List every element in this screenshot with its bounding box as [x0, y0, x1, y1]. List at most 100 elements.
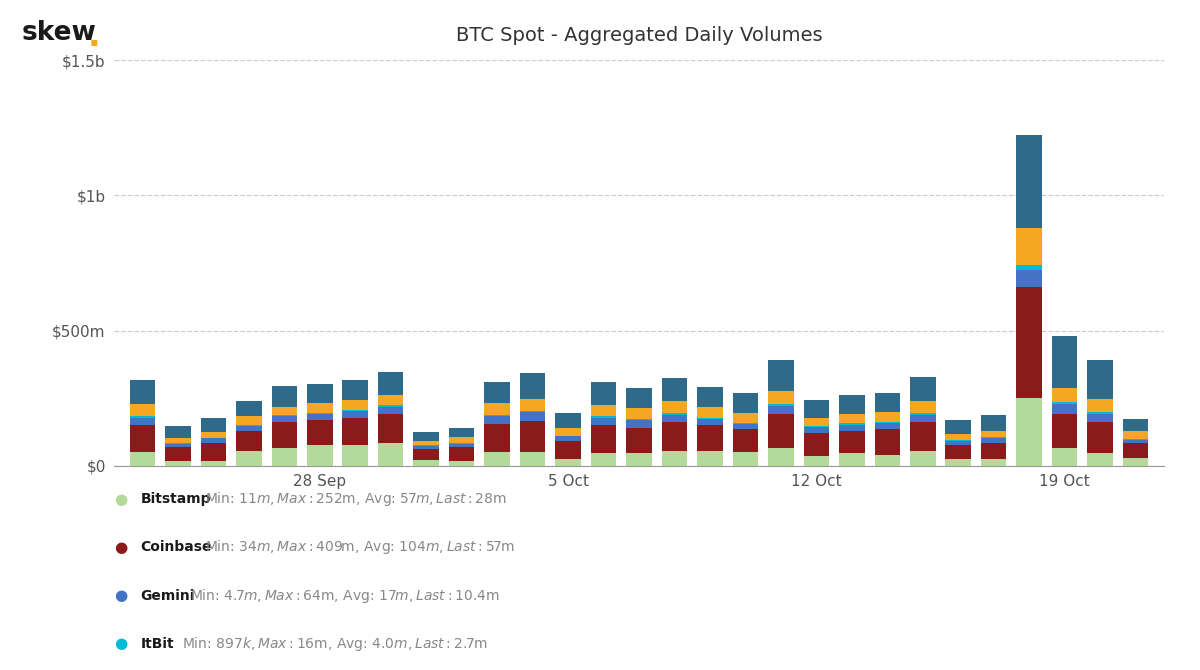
Bar — [200, 438, 226, 444]
Bar — [626, 420, 652, 428]
Bar — [661, 415, 688, 422]
Bar — [980, 415, 1007, 431]
Text: ●: ● — [114, 588, 127, 603]
Bar — [1016, 228, 1042, 265]
Bar — [661, 379, 688, 401]
Bar — [342, 446, 368, 466]
Bar — [768, 414, 793, 448]
Bar — [626, 454, 652, 466]
Bar — [946, 440, 971, 446]
Bar — [839, 395, 865, 414]
Bar — [236, 431, 262, 451]
Bar — [1016, 397, 1042, 466]
Bar — [590, 454, 617, 466]
Bar — [200, 418, 226, 431]
Bar — [590, 425, 617, 454]
Bar — [200, 431, 226, 438]
Bar — [1087, 399, 1112, 413]
Bar — [307, 413, 332, 414]
Bar — [342, 410, 368, 411]
Bar — [449, 461, 474, 466]
Bar — [661, 422, 688, 451]
Bar — [839, 423, 865, 425]
Bar — [910, 415, 936, 422]
Bar — [342, 418, 368, 446]
Bar — [1052, 403, 1078, 404]
Text: ●: ● — [114, 636, 127, 651]
Bar — [130, 425, 155, 452]
Bar — [697, 387, 722, 407]
Bar — [733, 424, 758, 429]
Bar — [875, 393, 900, 413]
Bar — [556, 428, 581, 436]
Bar — [236, 401, 262, 416]
Bar — [1123, 440, 1148, 443]
Bar — [236, 451, 262, 466]
Bar — [520, 452, 545, 466]
Text: ItBit: ItBit — [140, 637, 174, 651]
Bar — [271, 415, 298, 417]
Bar — [449, 437, 474, 443]
Bar — [590, 416, 617, 417]
Bar — [520, 373, 545, 399]
Bar — [910, 422, 936, 451]
Bar — [1123, 443, 1148, 458]
Bar — [697, 451, 722, 466]
Bar — [1087, 360, 1112, 399]
Bar — [236, 416, 262, 425]
Bar — [768, 360, 793, 391]
Bar — [946, 459, 971, 466]
Text: Min: $897k, Max: $16m, Avg: $4.0m, Last: $2.7m: Min: $897k, Max: $16m, Avg: $4.0m, Last:… — [182, 635, 487, 653]
Bar — [1016, 135, 1042, 228]
Bar — [875, 429, 900, 455]
Bar — [804, 400, 829, 417]
Bar — [485, 452, 510, 466]
Bar — [590, 417, 617, 425]
Bar — [875, 422, 900, 423]
Bar — [1016, 270, 1042, 287]
Bar — [1052, 404, 1078, 414]
Bar — [378, 443, 403, 466]
Bar — [768, 404, 793, 405]
Bar — [449, 428, 474, 437]
Text: Min: $11m, Max: $252m, Avg: $57m, Last: $28m: Min: $11m, Max: $252m, Avg: $57m, Last: … — [205, 490, 506, 508]
Bar — [768, 448, 793, 466]
Bar — [804, 456, 829, 466]
Bar — [875, 455, 900, 466]
Bar — [910, 401, 936, 413]
Bar — [946, 420, 971, 433]
Bar — [413, 432, 439, 440]
Bar — [768, 391, 793, 404]
Bar — [556, 442, 581, 459]
Bar — [449, 444, 474, 448]
Text: Coinbase: Coinbase — [140, 541, 212, 554]
Bar — [1087, 414, 1112, 422]
Bar — [1087, 422, 1112, 454]
Bar — [166, 426, 191, 438]
Bar — [661, 451, 688, 466]
Text: ●: ● — [114, 540, 127, 555]
Bar — [733, 393, 758, 413]
Bar — [556, 459, 581, 466]
Bar — [661, 401, 688, 413]
Bar — [307, 419, 332, 446]
Bar — [1123, 419, 1148, 431]
Bar — [556, 436, 581, 442]
Bar — [413, 446, 439, 450]
Bar — [839, 431, 865, 454]
Bar — [449, 448, 474, 461]
Bar — [1052, 414, 1078, 448]
Title: BTC Spot - Aggregated Daily Volumes: BTC Spot - Aggregated Daily Volumes — [456, 26, 822, 45]
Text: Min: $4.7m, Max: $64m, Avg: $17m, Last: $10.4m: Min: $4.7m, Max: $64m, Avg: $17m, Last: … — [190, 587, 499, 604]
Bar — [804, 426, 829, 427]
Bar — [626, 408, 652, 419]
Bar — [271, 417, 298, 422]
Bar — [910, 451, 936, 466]
Bar — [449, 443, 474, 444]
Bar — [1052, 387, 1078, 403]
Bar — [236, 425, 262, 431]
Bar — [130, 452, 155, 466]
Bar — [378, 372, 403, 395]
Bar — [768, 405, 793, 414]
Text: Min: $34m, Max: $409m, Avg: $104m, Last: $57m: Min: $34m, Max: $409m, Avg: $104m, Last:… — [205, 539, 515, 556]
